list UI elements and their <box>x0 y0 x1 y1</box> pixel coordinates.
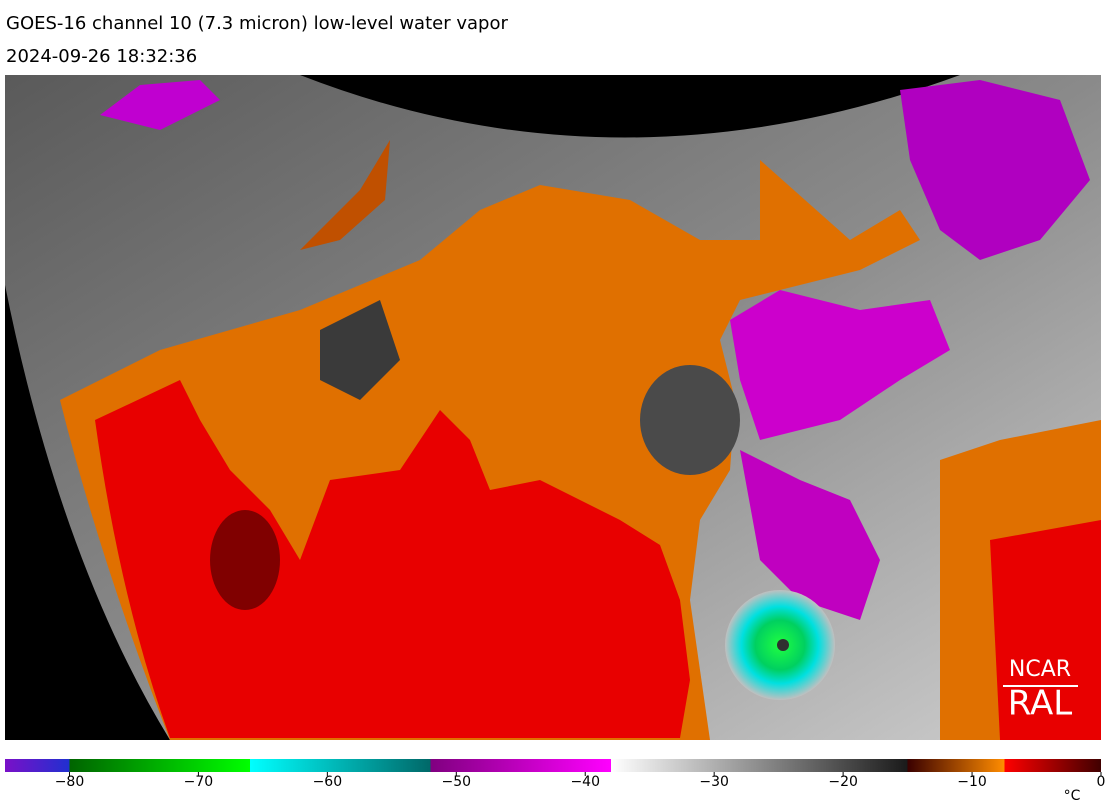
timestamp: 2024-09-26 18:32:36 <box>6 46 197 67</box>
colorbar-ticks: −80 −70 −60 −50 −40 −30 −20 −10 0 <box>55 772 1106 790</box>
logo-ncar: NCAR <box>1009 657 1071 682</box>
tick-label: −20 <box>828 774 858 790</box>
colorbar-unit: °C <box>1064 788 1081 804</box>
colorbar <box>5 759 1101 772</box>
tick-label: −70 <box>184 774 214 790</box>
tick-label: −50 <box>442 774 472 790</box>
logo-ral: RAL <box>1008 684 1073 724</box>
tick-label: −40 <box>570 774 600 790</box>
map: NCAR RAL <box>5 75 1101 740</box>
tick-label: −10 <box>957 774 987 790</box>
title: GOES-16 channel 10 (7.3 micron) low-leve… <box>6 13 508 34</box>
tick-label: −80 <box>55 774 85 790</box>
tick-label: −60 <box>313 774 343 790</box>
tick-label: −30 <box>699 774 729 790</box>
tick-label: 0 <box>1097 774 1106 790</box>
